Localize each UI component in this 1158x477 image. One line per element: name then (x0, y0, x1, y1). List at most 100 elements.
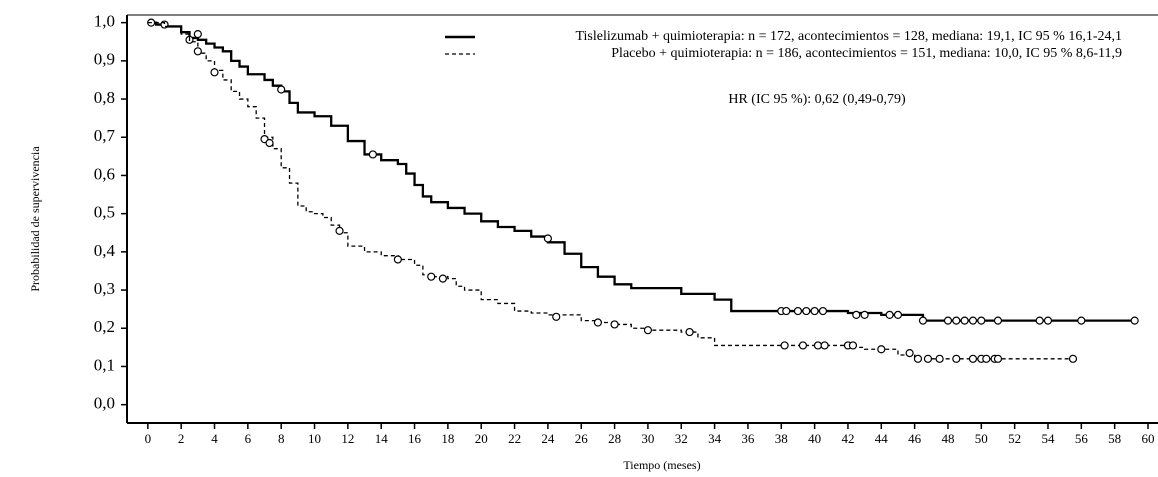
survival-curve (147, 21, 1135, 322)
censor-mark (193, 30, 202, 39)
y-tick-label: 0,5 (94, 203, 115, 222)
censor-mark (793, 306, 803, 316)
censor-mark (1130, 316, 1139, 325)
censor-mark (427, 272, 436, 281)
x-tick-label: 8 (278, 431, 285, 446)
y-tick-label: 0,0 (94, 394, 115, 413)
y-tick-label: 0,6 (94, 164, 115, 183)
censor-mark (923, 354, 933, 363)
censor-mark (818, 306, 828, 316)
censor-mark (643, 326, 653, 335)
censor-mark (860, 310, 869, 319)
censor-mark (952, 316, 961, 325)
censor-mark (877, 345, 886, 354)
x-tick-label: 2 (178, 431, 185, 446)
censor-mark (913, 354, 923, 363)
censor-mark (852, 310, 861, 319)
censor-mark (368, 150, 377, 159)
censor-mark (813, 341, 823, 350)
x-tick-label: 12 (341, 431, 354, 446)
censor-mark (935, 354, 944, 363)
x-tick-label: 56 (1075, 431, 1089, 446)
x-tick-label: 22 (508, 431, 521, 446)
censor-mark (393, 255, 402, 264)
censor-mark (1077, 316, 1086, 325)
censor-mark (802, 306, 811, 316)
x-tick-label: 24 (541, 431, 555, 446)
x-tick-label: 16 (408, 431, 422, 446)
legend-label: Tislelizumab + quimioterapia: n = 172, a… (575, 29, 1122, 44)
x-tick-label: 0 (145, 431, 152, 446)
y-tick-label: 0,8 (94, 88, 115, 107)
x-tick-label: 4 (211, 431, 218, 446)
censor-mark (1043, 316, 1053, 325)
y-tick-label: 0,3 (94, 279, 115, 298)
censor-mark (968, 354, 978, 363)
censor-mark (780, 341, 789, 350)
y-axis-label: Probabilidad de supervivencia (28, 146, 42, 292)
x-tick-label: 44 (875, 431, 889, 446)
censor-mark (918, 316, 928, 325)
x-tick-label: 10 (308, 431, 321, 446)
censor-mark (1068, 354, 1078, 363)
x-tick-label: 6 (245, 431, 252, 446)
survival-curve (147, 21, 1073, 360)
censor-mark (610, 320, 619, 329)
annotation: HR (IC 95 %): 0,62 (0,49-0,79) (728, 92, 906, 107)
censor-mark (905, 348, 914, 358)
censor-mark (798, 341, 808, 350)
x-tick-label: 26 (575, 431, 589, 446)
censor-mark (277, 85, 286, 94)
x-tick-label: 14 (375, 431, 389, 446)
censor-mark (848, 341, 858, 350)
censor-mark (335, 226, 344, 235)
censor-mark (982, 354, 991, 363)
x-tick-label: 42 (841, 431, 854, 446)
x-tick-label: 18 (441, 431, 454, 446)
x-tick-label: 54 (1041, 431, 1055, 446)
y-tick-label: 0,2 (94, 317, 115, 336)
x-tick-label: 28 (608, 431, 621, 446)
censor-mark (438, 274, 447, 283)
x-tick-label: 30 (641, 431, 654, 446)
x-tick-label: 60 (1141, 431, 1154, 446)
censor-mark (593, 318, 603, 327)
censor-mark (543, 234, 553, 243)
x-tick-label: 40 (808, 431, 821, 446)
x-axis-label: Tiempo (meses) (623, 458, 700, 472)
y-tick-label: 1,0 (94, 12, 115, 31)
y-tick-label: 0,1 (94, 355, 115, 374)
censor-mark (885, 310, 894, 319)
censor-mark (993, 354, 1003, 363)
censor-mark (977, 316, 986, 325)
censor-mark (193, 47, 202, 56)
x-tick-label: 38 (775, 431, 788, 446)
x-tick-label: 20 (475, 431, 488, 446)
censor-mark (993, 316, 1003, 325)
censor-mark (810, 306, 819, 316)
censor-mark (943, 316, 953, 325)
x-tick-label: 32 (675, 431, 688, 446)
y-tick-label: 0,4 (94, 241, 116, 260)
censor-mark (782, 306, 791, 316)
x-tick-label: 48 (941, 431, 954, 446)
censor-mark (1035, 316, 1044, 325)
legend-label: Placebo + quimioterapia: n = 186, aconte… (611, 46, 1122, 61)
censor-mark (893, 310, 903, 319)
censor-mark (552, 312, 561, 321)
y-tick-label: 0,7 (94, 126, 116, 145)
y-tick-label: 0,9 (94, 50, 115, 69)
censor-mark (265, 138, 274, 148)
x-tick-label: 50 (975, 431, 988, 446)
x-tick-label: 46 (908, 431, 922, 446)
censor-mark (210, 68, 219, 77)
censor-mark (685, 327, 694, 337)
x-tick-label: 52 (1008, 431, 1021, 446)
x-tick-label: 34 (708, 431, 722, 446)
censor-mark (952, 354, 961, 363)
censor-mark (968, 316, 978, 325)
x-tick-label: 36 (741, 431, 755, 446)
censor-mark (960, 316, 969, 325)
censor-mark (820, 341, 829, 350)
